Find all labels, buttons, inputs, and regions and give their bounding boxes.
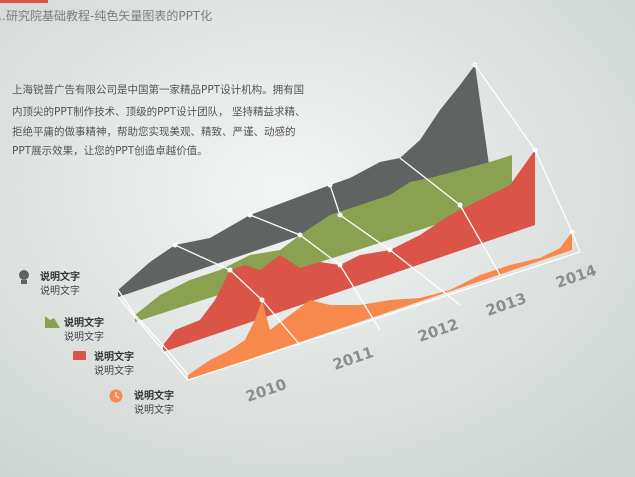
- legend-text: 说明文字: [134, 403, 174, 416]
- paragraph-line: PPT展示效果，让您的PPT创造卓越价值。: [12, 144, 208, 157]
- legend-icon: [19, 270, 29, 280]
- legend-icon: [45, 316, 60, 328]
- paragraph-line: 内顶尖的PPT制作技术、顶级的PPT设计团队， 坚持精益求精、: [12, 105, 306, 118]
- legend-text: 说明文字: [40, 284, 80, 297]
- chart-graphic: [117, 62, 581, 381]
- title: …研究院基础教程-纯色矢量图表的PPT化: [0, 8, 212, 23]
- legend-title: 说明文字: [40, 270, 80, 283]
- legend: 说明文字 说明文字 说明文字 说明文字 说明文字 说明文字 说明文字 说明文字: [19, 270, 174, 416]
- legend-text: 说明文字: [94, 364, 134, 377]
- legend-icon: [73, 351, 86, 360]
- paragraph-line: 拒绝平庸的做事精神，帮助您实现美观、精致、严谨、动感的: [12, 125, 296, 138]
- legend-title: 说明文字: [134, 389, 174, 402]
- legend-title: 说明文字: [64, 316, 104, 329]
- accent: [0, 0, 48, 3]
- paragraph-line: 上海锐普广告有限公司是中国第一家精品PPT设计机构。拥有国: [12, 83, 304, 96]
- legend-title: 说明文字: [94, 350, 134, 363]
- legend-text: 说明文字: [64, 330, 104, 343]
